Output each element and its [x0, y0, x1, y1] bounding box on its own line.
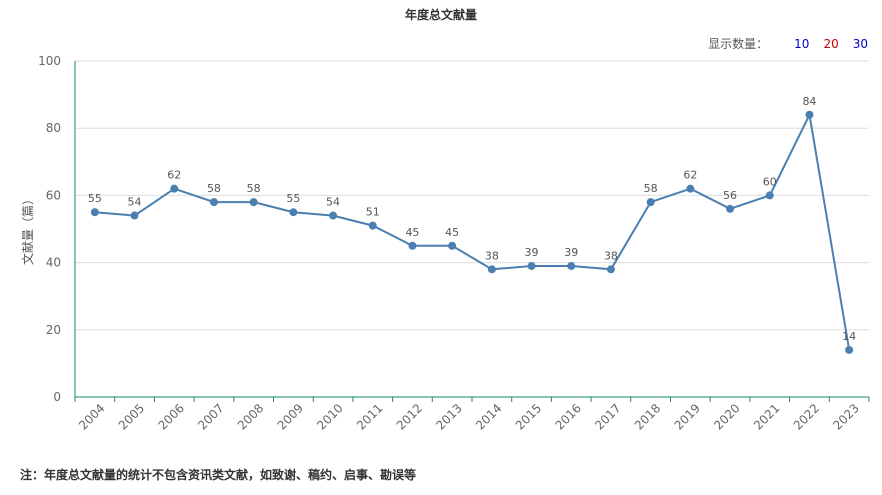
- x-tick-label: 2011: [354, 401, 385, 432]
- data-label: 58: [247, 182, 261, 195]
- data-point[interactable]: [329, 211, 338, 220]
- x-tick-label: 2018: [632, 401, 663, 432]
- data-label: 58: [644, 182, 658, 195]
- data-point[interactable]: [487, 265, 496, 274]
- data-point[interactable]: [170, 184, 179, 193]
- data-point[interactable]: [527, 261, 536, 270]
- data-label: 45: [405, 226, 419, 239]
- data-point[interactable]: [209, 198, 218, 207]
- x-tick-label: 2012: [394, 401, 425, 432]
- data-label: 38: [485, 249, 499, 262]
- x-tick-label: 2014: [473, 401, 504, 432]
- data-label: 14: [842, 330, 856, 343]
- data-point[interactable]: [448, 241, 457, 250]
- x-axis-ticks: 2004 2005 2006 2007 2008 2009 2010 2011 2012 2013…: [74, 397, 870, 433]
- data-point[interactable]: [686, 184, 695, 193]
- data-point[interactable]: [368, 221, 377, 230]
- y-tick-label: 80: [46, 121, 61, 135]
- data-points: [90, 110, 854, 354]
- x-tick-label: 2009: [275, 401, 306, 432]
- x-tick-label: 2004: [76, 401, 107, 432]
- x-tick-label: 2007: [195, 401, 226, 432]
- x-tick-label: 2010: [314, 401, 345, 432]
- data-label: 55: [286, 192, 300, 205]
- y-tick-label: 60: [46, 188, 61, 202]
- count-option-20[interactable]: 20: [823, 36, 839, 51]
- data-point[interactable]: [249, 198, 258, 207]
- data-label: 39: [564, 246, 578, 259]
- display-count-selector: 显示数量： 10 20 30: [708, 35, 868, 52]
- data-label: 62: [167, 169, 181, 182]
- data-label: 58: [207, 182, 221, 195]
- data-label: 60: [763, 175, 777, 188]
- data-point[interactable]: [646, 198, 655, 207]
- x-tick-label: 2006: [155, 401, 186, 432]
- data-point[interactable]: [765, 191, 774, 200]
- y-axis-ticks: 0 20 40 60 80 100: [38, 54, 61, 404]
- data-point[interactable]: [606, 265, 615, 274]
- data-label: 38: [604, 249, 618, 262]
- data-point[interactable]: [567, 261, 576, 270]
- data-labels: 55 54 62 58 58 55 54 51 45 45 38 39 39 38 58 62 56 60 84 14: [88, 95, 856, 343]
- y-axis-label: 文献量（篇）: [20, 193, 35, 265]
- axes: [74, 61, 869, 398]
- x-tick-label: 2022: [791, 401, 822, 432]
- data-point[interactable]: [130, 211, 139, 220]
- data-point[interactable]: [726, 204, 735, 213]
- x-tick-label: 2019: [672, 401, 703, 432]
- display-count-label: 显示数量：: [708, 37, 769, 51]
- data-label: 51: [366, 206, 380, 219]
- data-point[interactable]: [408, 241, 417, 250]
- chart-title: 年度总文献量: [404, 8, 477, 22]
- y-tick-label: 0: [53, 390, 61, 404]
- y-tick-label: 40: [46, 256, 61, 270]
- footnote: 注：年度总文献量的统计不包含资讯类文献，如致谢、稿约、启事、勘误等: [20, 468, 417, 482]
- data-label: 84: [802, 95, 816, 108]
- data-label: 54: [128, 196, 142, 209]
- series-line: [94, 111, 851, 351]
- y-tick-label: 100: [38, 54, 61, 68]
- data-point[interactable]: [845, 345, 854, 354]
- data-point[interactable]: [289, 208, 298, 217]
- count-option-10[interactable]: 10: [794, 36, 810, 51]
- x-tick-label: 2020: [711, 401, 742, 432]
- data-label: 45: [445, 226, 459, 239]
- x-tick-label: 2015: [513, 401, 544, 432]
- x-tick-label: 2013: [433, 401, 464, 432]
- y-tick-label: 20: [46, 323, 61, 337]
- data-label: 55: [88, 192, 102, 205]
- data-label: 56: [723, 189, 737, 202]
- data-label: 54: [326, 196, 340, 209]
- x-tick-label: 2005: [116, 401, 147, 432]
- data-label: 39: [525, 246, 539, 259]
- grid-lines: [75, 60, 869, 331]
- x-tick-label: 2016: [552, 401, 583, 432]
- data-point[interactable]: [805, 110, 814, 119]
- data-label: 62: [683, 169, 697, 182]
- count-option-30[interactable]: 30: [852, 36, 868, 51]
- x-tick-label: 2008: [235, 401, 266, 432]
- x-tick-label: 2023: [830, 401, 861, 432]
- data-point[interactable]: [90, 208, 99, 217]
- x-tick-label: 2021: [751, 401, 782, 432]
- x-tick-label: 2017: [592, 401, 623, 432]
